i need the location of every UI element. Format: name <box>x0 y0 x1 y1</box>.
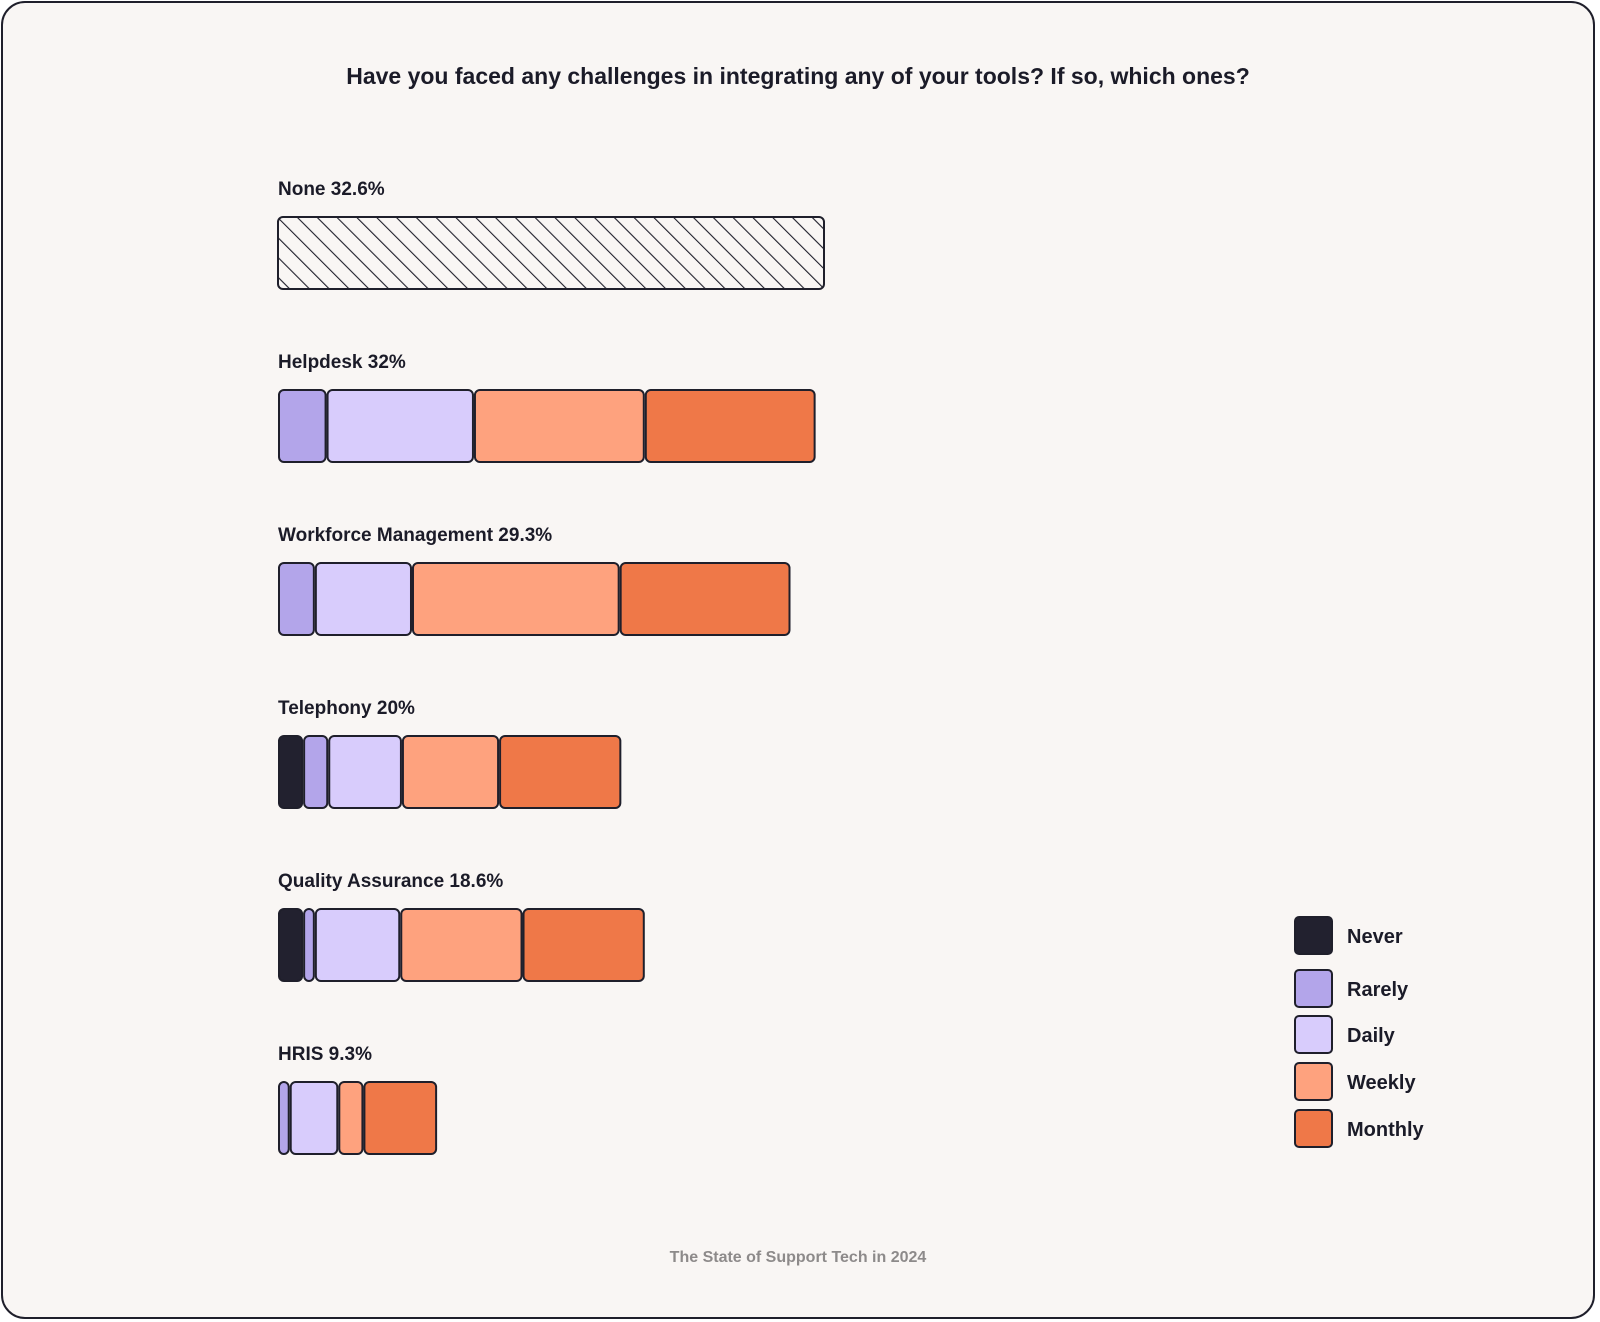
chart-title: Have you faced any challenges in integra… <box>346 63 1250 89</box>
legend-swatch-weekly <box>1294 1062 1333 1101</box>
bar-none <box>277 216 825 290</box>
legend-label-monthly: Monthly <box>1347 1119 1425 1141</box>
bar-segment-helpdesk-daily <box>326 389 474 463</box>
bar-segment-telephony-rarely <box>303 735 329 809</box>
category-label-hris: HRIS 9.3% <box>278 1044 372 1065</box>
legend-label-never: Never <box>1347 926 1403 948</box>
bar-segment-telephony-weekly <box>401 735 500 809</box>
bar-segment-hris-weekly <box>338 1081 364 1155</box>
bar-segment-workforce-management-rarely <box>278 562 315 636</box>
bar-segment-workforce-management-monthly <box>619 562 791 636</box>
legend-label-weekly: Weekly <box>1347 1072 1416 1094</box>
legend-swatch-monthly <box>1294 1109 1333 1148</box>
bar-segment-workforce-management-weekly <box>411 562 620 636</box>
bar-segment-quality-assurance-rarely <box>303 908 315 982</box>
category-label-quality-assurance: Quality Assurance 18.6% <box>278 871 503 892</box>
bar-segment-telephony-daily <box>328 735 402 809</box>
bar-segment-helpdesk-monthly <box>644 389 816 463</box>
bar-segment-workforce-management-daily <box>314 562 412 636</box>
bar-segment-telephony-monthly <box>499 735 622 809</box>
bar-segment-hris-monthly <box>363 1081 438 1155</box>
stacked-bar-chart: None 32.6% Helpdesk 32% Workforce Manageme… <box>277 179 1425 1155</box>
legend-label-daily: Daily <box>1347 1025 1396 1047</box>
legend-label-rarely: Rarely <box>1347 979 1409 1001</box>
legend-swatch-rarely <box>1294 969 1333 1008</box>
bar-segment-quality-assurance-never <box>278 908 304 982</box>
bar-segment-hris-rarely <box>278 1081 290 1155</box>
category-label-workforce-management: Workforce Management 29.3% <box>278 525 552 546</box>
bar-segment-hris-daily <box>289 1081 339 1155</box>
bar-segment-quality-assurance-weekly <box>400 908 523 982</box>
bar-segment-helpdesk-rarely <box>278 389 327 463</box>
bar-segment-helpdesk-weekly <box>473 389 645 463</box>
category-label-telephony: Telephony 20% <box>278 698 415 719</box>
legend-swatch-never <box>1294 916 1333 955</box>
bar-segment-quality-assurance-monthly <box>522 908 645 982</box>
legend-swatch-daily <box>1294 1015 1333 1054</box>
category-label-helpdesk: Helpdesk 32% <box>278 352 406 373</box>
bar-segment-telephony-never <box>278 735 304 809</box>
category-label-none: None 32.6% <box>278 179 385 200</box>
bar-segment-quality-assurance-daily <box>314 908 401 982</box>
source-caption: The State of Support Tech in 2024 <box>669 1249 927 1266</box>
